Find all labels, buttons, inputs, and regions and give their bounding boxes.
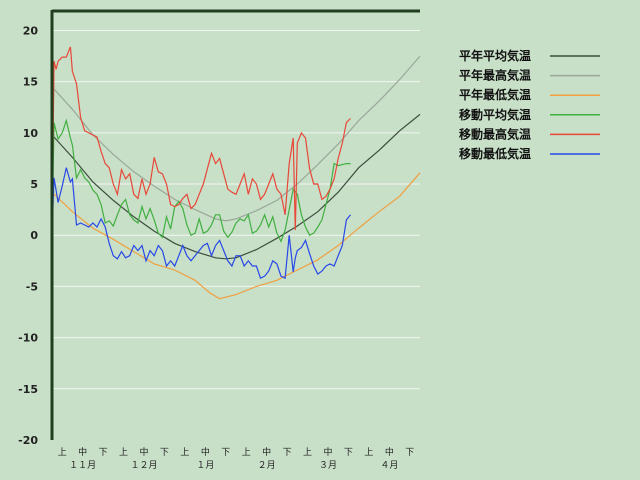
x-month-label: ４月 — [380, 460, 398, 471]
series-line-0 — [51, 113, 421, 260]
legend-label: 平年平均気温 — [459, 48, 531, 63]
plot-area — [52, 10, 420, 440]
x-month-label: １１月 — [69, 460, 96, 471]
x-period-label: 中 — [201, 446, 210, 458]
y-tick-label: -20 — [18, 434, 38, 447]
y-tick-labels: 20 15 10 5 0 -5 -10 -15 -20 — [18, 24, 38, 447]
x-month-label: ３月 — [319, 460, 337, 471]
x-period-label: 中 — [78, 446, 87, 458]
x-period-label: 下 — [344, 448, 353, 458]
series-line-2 — [51, 172, 421, 300]
x-period-label: 下 — [221, 448, 230, 458]
x-period-label: 上 — [58, 447, 67, 458]
x-period-label: 中 — [323, 446, 332, 458]
x-month-label: ２月 — [258, 460, 276, 471]
legend-label: 移動最低気温 — [459, 146, 531, 161]
x-period-label: 上 — [364, 447, 373, 458]
legend-label: 平年最高気温 — [459, 68, 531, 83]
x-period-label: 中 — [385, 446, 394, 458]
x-period-label: 中 — [139, 446, 148, 458]
legend-label: 平年最低気温 — [459, 87, 531, 102]
legend-label: 移動最高気温 — [459, 126, 531, 141]
legend-label: 移動平均気温 — [459, 107, 531, 122]
series-line-3 — [51, 118, 351, 243]
x-tick-labels: 上中下上中下上中下上中下上中下上中下１１月 １２月 １月 ２月 ３月 ４月 — [58, 446, 415, 471]
series-line-1 — [51, 55, 421, 222]
y-tick-label: -5 — [26, 280, 38, 293]
x-period-label: 上 — [119, 447, 128, 458]
x-period-label: 下 — [160, 448, 169, 458]
x-month-label: １２月 — [130, 460, 157, 471]
series-line-5 — [51, 167, 351, 280]
y-tick-label: -15 — [18, 383, 38, 396]
y-tick-label: 15 — [23, 76, 38, 89]
x-period-label: 上 — [242, 447, 251, 458]
y-tick-label: 10 — [23, 127, 39, 140]
y-tick-label: 5 — [30, 178, 38, 191]
x-period-label: 上 — [303, 447, 312, 458]
axes — [50, 9, 420, 440]
x-period-label: 下 — [405, 448, 414, 458]
x-period-label: 下 — [99, 448, 108, 458]
series-lines — [51, 46, 421, 300]
x-month-label: １月 — [196, 460, 214, 471]
x-period-label: 下 — [283, 448, 292, 458]
x-period-label: 上 — [180, 447, 189, 458]
y-tick-label: 20 — [23, 24, 39, 37]
y-tick-label: 0 — [30, 229, 38, 242]
series-line-4 — [51, 46, 351, 236]
x-period-label: 中 — [262, 446, 271, 458]
y-tick-label: -10 — [18, 332, 38, 345]
